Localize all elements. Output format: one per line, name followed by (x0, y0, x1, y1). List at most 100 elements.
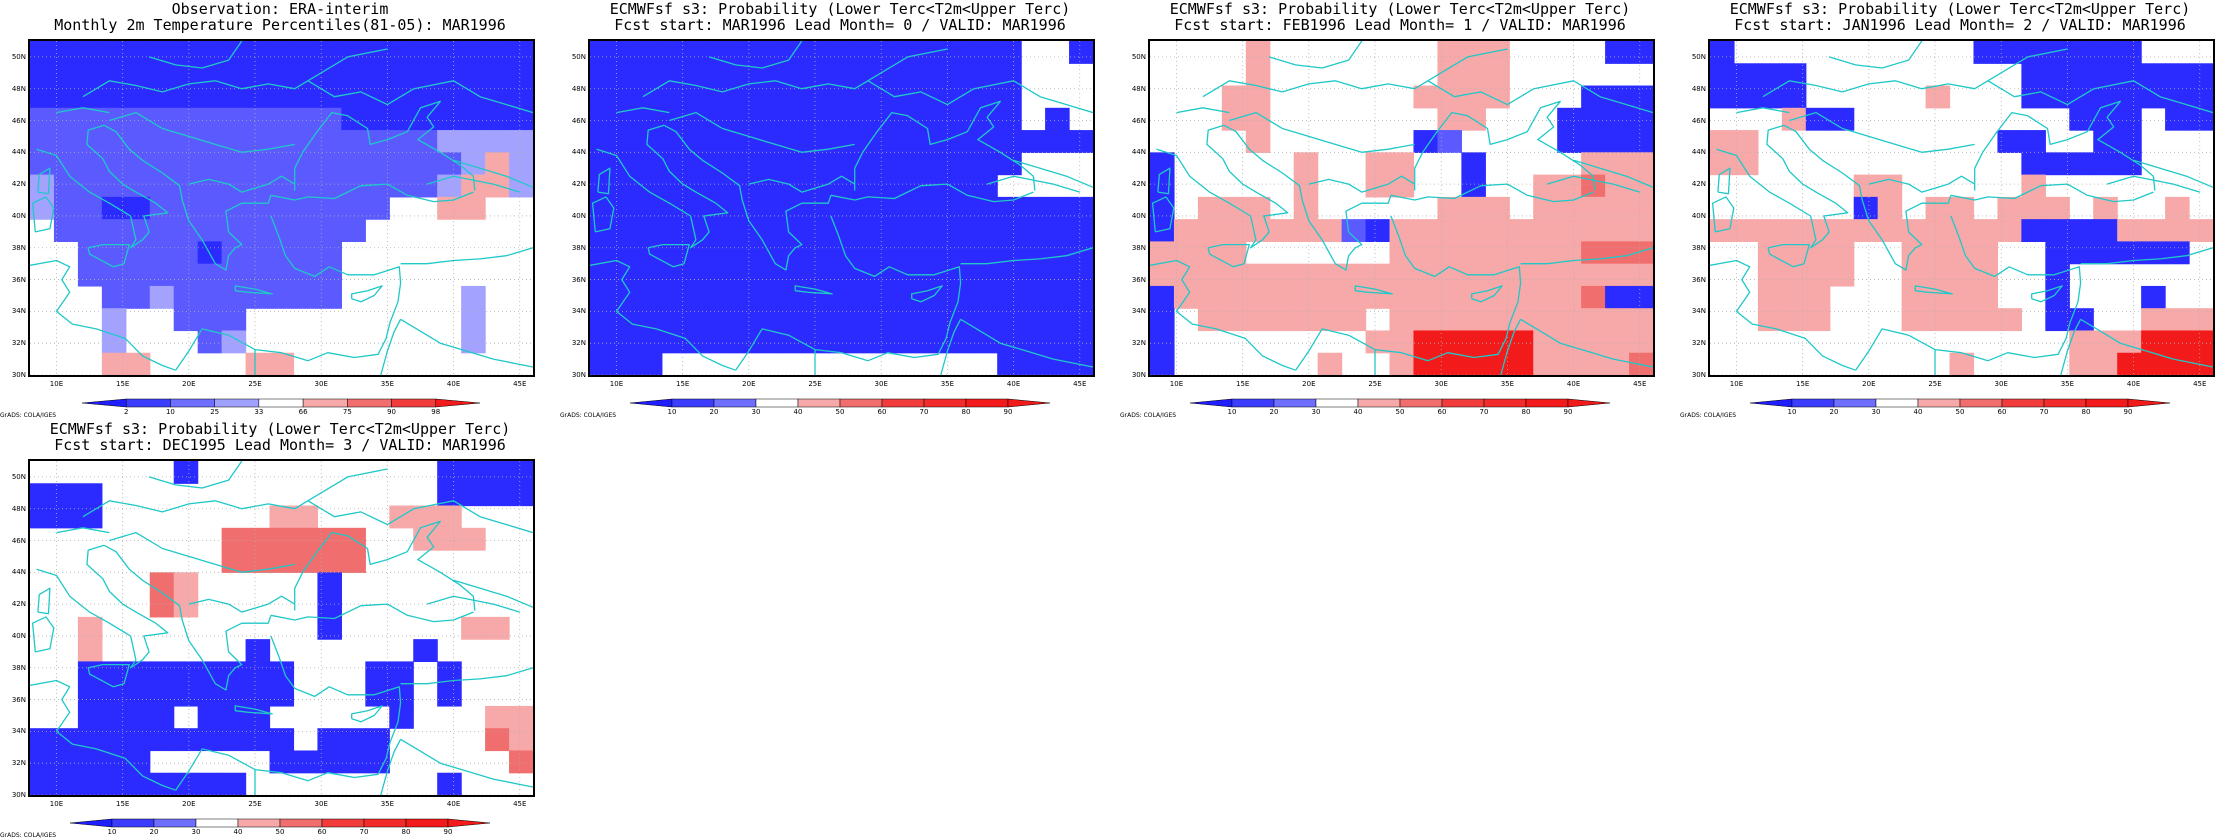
grid-cell (1557, 107, 1582, 131)
grid-cell (1557, 174, 1582, 198)
grid-cell (1509, 263, 1534, 287)
grid-cell (53, 63, 79, 87)
grid-cell (925, 152, 950, 176)
grid-cell (2045, 308, 2070, 332)
grid-cell (1413, 85, 1439, 109)
coastline (234, 285, 273, 295)
grid-cell (2141, 63, 2166, 87)
grid-cell (613, 85, 639, 109)
grid-cell (1389, 352, 1415, 375)
grid-cell (1533, 241, 1558, 265)
grid-cell (1245, 63, 1271, 87)
grid-cell (269, 750, 295, 774)
grid-cell (77, 152, 103, 176)
grid-cell (1485, 196, 1510, 220)
colorbar: 10 20 30 40 50 60 70 80 90 (1120, 396, 1680, 420)
grid-cell (101, 63, 127, 87)
grid-cell (2093, 330, 2118, 354)
grid-cell (613, 174, 639, 198)
grid-cell (1710, 85, 1735, 109)
grid-cell (1805, 263, 1831, 287)
map-panel: ECMWFsf s3: Probability (Lower Terc<T2m<… (1680, 0, 2240, 420)
colorbar-label: 10 (1787, 408, 1797, 416)
grid-cell (1533, 219, 1558, 242)
grid-cell (125, 41, 151, 64)
grid-cell (2021, 196, 2046, 220)
grid-cell (245, 219, 271, 242)
lat-label: 44N (11, 148, 26, 157)
grid-cell (437, 41, 462, 64)
grid-cell (221, 219, 247, 242)
grid-cell (901, 130, 926, 153)
grid-cell (221, 330, 247, 354)
lat-label: 34N (11, 727, 26, 736)
grid-cell (245, 41, 271, 64)
grid-cell (1629, 152, 1653, 176)
lat-label: 42N (11, 600, 26, 609)
grid-cell (1485, 330, 1510, 354)
coastline (175, 215, 402, 371)
colorbar-label: 90 (1563, 408, 1573, 416)
grid-cell (1581, 107, 1606, 131)
grid-cell (317, 750, 342, 774)
grid-cell (733, 263, 759, 287)
grid-cell (2189, 85, 2213, 109)
grid-cell (733, 63, 759, 87)
colorbar-label: 40 (233, 828, 243, 836)
colorbar-segment (81, 398, 127, 408)
grid-cell (781, 285, 807, 309)
grid-cell (197, 683, 223, 707)
grid-cell (293, 174, 319, 198)
lon-label: 45E (1633, 380, 1647, 388)
grid-cell (461, 41, 486, 64)
lat-label: 32N (1131, 339, 1146, 348)
grid-cell (805, 85, 831, 109)
grid-cell (317, 572, 342, 596)
grid-cell (1317, 263, 1343, 287)
grid-cell (1197, 263, 1223, 287)
grid-cell (1581, 85, 1606, 109)
grid-cell (149, 107, 175, 131)
grid-cell (77, 705, 103, 729)
grid-cell (1069, 330, 1093, 354)
coastline (103, 124, 272, 271)
grid-cell (485, 130, 510, 153)
grid-cell (197, 130, 223, 153)
grid-cell (245, 728, 271, 752)
lon-label: 20E (182, 800, 196, 808)
grid-cell (973, 63, 998, 87)
grid-cell (1829, 219, 1855, 242)
coastline (82, 48, 388, 98)
grid-cell (1853, 174, 1879, 198)
grid-cell (149, 772, 175, 795)
grid-cell (781, 63, 807, 87)
grid-cell (1461, 63, 1486, 87)
grid-cell (293, 550, 319, 573)
grid-cell (173, 683, 199, 707)
grid-cell (461, 107, 486, 131)
grid-cell (1901, 219, 1927, 242)
grid-cell (1437, 308, 1462, 332)
grid-cell (590, 308, 615, 332)
grid-cell (149, 594, 175, 618)
grid-cell (365, 41, 390, 64)
coastline (1202, 48, 1508, 98)
grid-cell (997, 308, 1022, 332)
grid-cell (365, 63, 390, 87)
lat-label: 44N (1691, 148, 1706, 157)
coastline (1223, 124, 1392, 271)
grid-cell (973, 174, 998, 198)
grid-cell (1485, 308, 1510, 332)
grid-cell (1389, 152, 1415, 176)
grid-cell (461, 85, 486, 109)
grid-cell (149, 41, 175, 64)
grid-cell (77, 728, 103, 752)
lat-label: 34N (1131, 307, 1146, 316)
coastline (1783, 124, 1952, 271)
grid-cell (973, 85, 998, 109)
grid-cell (637, 196, 663, 220)
grid-cell (509, 63, 533, 87)
grid-cell (30, 750, 55, 774)
grid-cell (221, 130, 247, 153)
grid-cell (949, 241, 974, 265)
